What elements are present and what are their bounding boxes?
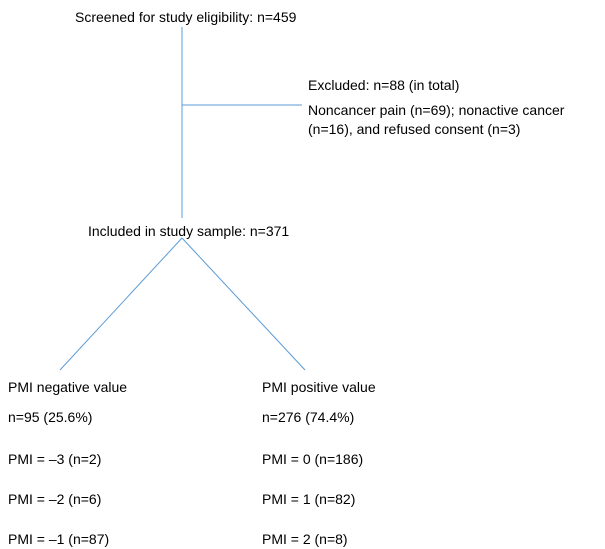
pmi-negative-row-3: PMI = –1 (n=87) — [8, 530, 109, 549]
screened-label: Screened for study eligibility: n=459 — [75, 8, 296, 27]
pmi-negative-count: n=95 (25.6%) — [8, 408, 92, 427]
included-label: Included in study sample: n=371 — [88, 222, 289, 241]
pmi-positive-row-2: PMI = 1 (n=82) — [262, 490, 355, 509]
pmi-negative-row-1: PMI = –3 (n=2) — [8, 450, 101, 469]
excluded-title: Excluded: n=88 (in total) — [308, 76, 459, 95]
pmi-positive-title: PMI positive value — [262, 378, 376, 397]
pmi-positive-count: n=276 (74.4%) — [262, 408, 354, 427]
excluded-detail: Noncancer pain (n=69); nonactive cancer … — [308, 101, 598, 139]
pmi-negative-title: PMI negative value — [8, 378, 127, 397]
pmi-positive-row-1: PMI = 0 (n=186) — [262, 450, 363, 469]
pmi-negative-row-2: PMI = –2 (n=6) — [8, 490, 101, 509]
pmi-positive-row-3: PMI = 2 (n=8) — [262, 530, 348, 549]
